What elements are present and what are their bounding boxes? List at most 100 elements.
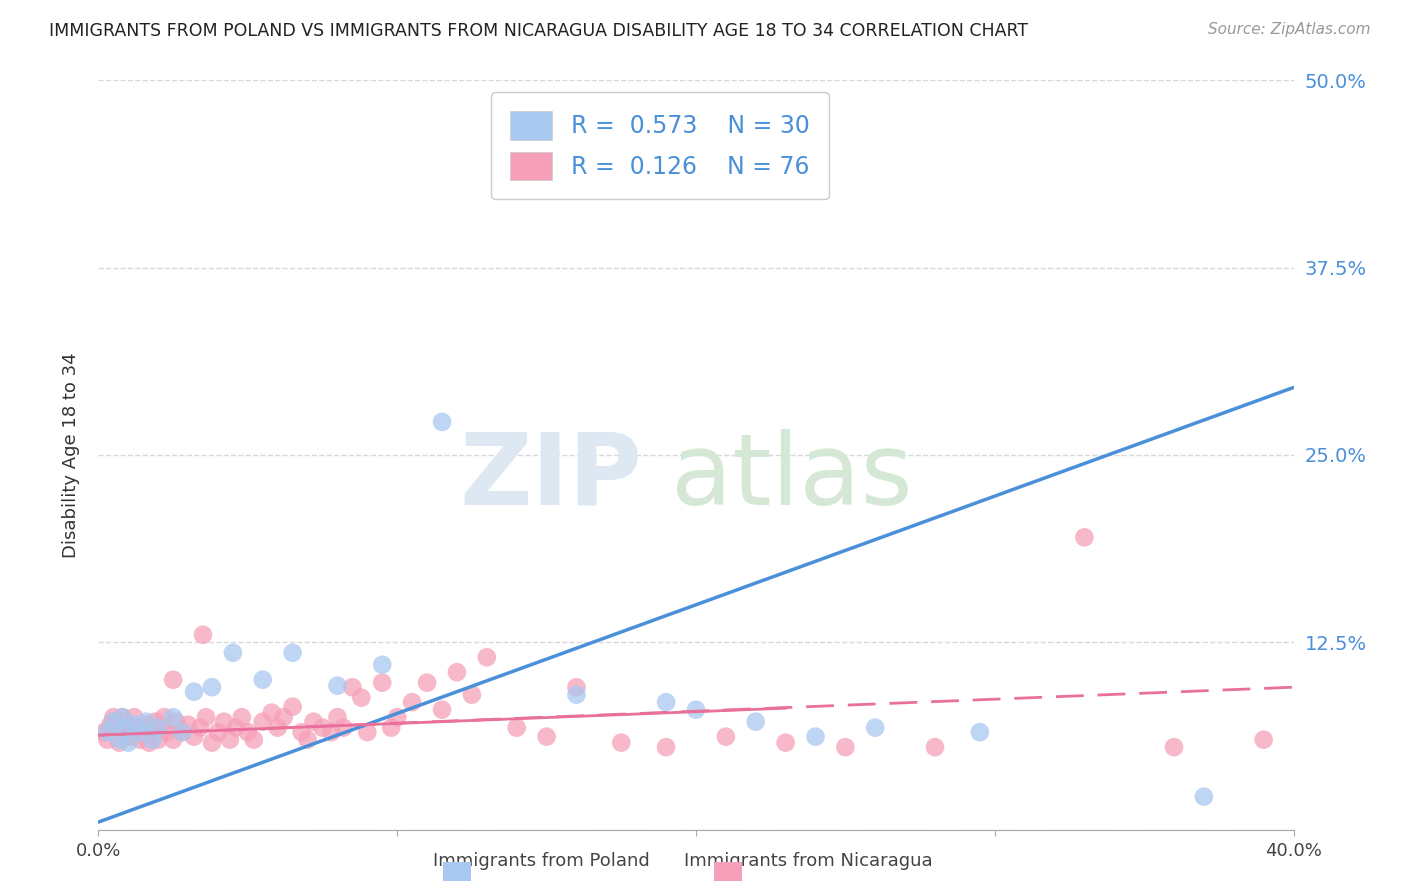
Point (326, 679, 349, 693)
Text: Source: ZipAtlas.com: Source: ZipAtlas.com (1208, 22, 1371, 37)
Point (273, 710, 295, 724)
Point (610, 736, 633, 750)
Point (150, 721, 173, 735)
Text: ZIP: ZIP (460, 429, 643, 526)
Point (201, 736, 224, 750)
Point (385, 710, 409, 724)
Point (207, 725, 229, 739)
Point (252, 673, 274, 687)
Point (371, 657, 394, 672)
Point (342, 680, 364, 694)
Point (685, 703, 707, 717)
Point (865, 721, 887, 735)
Point (124, 717, 146, 731)
Point (105, 721, 128, 735)
Point (326, 710, 349, 724)
Point (93, 725, 115, 739)
Point (165, 714, 187, 729)
Point (745, 714, 768, 729)
Point (416, 675, 439, 690)
Point (1163, 740, 1185, 755)
Point (804, 730, 827, 744)
Point (114, 721, 136, 735)
Text: IMMIGRANTS FROM POLAND VS IMMIGRANTS FROM NICARAGUA DISABILITY AGE 18 TO 34 CORR: IMMIGRANTS FROM POLAND VS IMMIGRANTS FRO… (49, 22, 1028, 40)
Point (267, 721, 290, 735)
Point (103, 714, 125, 729)
Point (565, 680, 588, 694)
Point (291, 725, 314, 739)
Point (219, 732, 242, 747)
Point (162, 673, 184, 687)
Point (430, 703, 453, 717)
Point (96, 732, 118, 747)
Point (188, 721, 211, 735)
Point (172, 725, 194, 739)
Point (138, 736, 160, 750)
Point (225, 721, 247, 735)
Point (98, 717, 122, 731)
Point (108, 732, 131, 747)
Point (356, 725, 378, 739)
Point (103, 710, 125, 724)
Point (111, 710, 134, 724)
Point (371, 675, 394, 690)
Point (172, 725, 194, 739)
Point (834, 740, 856, 755)
Point (96, 725, 118, 739)
Point (177, 717, 200, 731)
Point (321, 725, 343, 739)
Point (1073, 530, 1095, 544)
Point (153, 710, 176, 724)
Point (969, 725, 991, 739)
Point (132, 725, 155, 739)
Point (655, 695, 678, 709)
Point (655, 740, 678, 755)
Point (120, 730, 142, 744)
Point (231, 710, 253, 724)
Point (148, 732, 170, 747)
Point (111, 710, 134, 724)
Point (141, 732, 163, 747)
Point (461, 688, 484, 702)
Point (162, 732, 184, 747)
Point (124, 710, 146, 724)
Text: Immigrants from Poland: Immigrants from Poland (433, 852, 650, 870)
Text: atlas: atlas (671, 429, 912, 526)
Point (117, 717, 139, 731)
Point (380, 721, 402, 735)
Point (183, 730, 205, 744)
Point (162, 710, 184, 724)
Point (212, 714, 235, 729)
Point (446, 665, 468, 680)
Point (297, 732, 319, 747)
Point (108, 736, 131, 750)
Point (281, 646, 304, 660)
Point (222, 646, 245, 660)
Point (714, 730, 737, 744)
Point (141, 725, 163, 739)
Point (129, 725, 152, 739)
Point (201, 680, 224, 694)
Point (156, 725, 179, 739)
Point (135, 717, 157, 731)
Point (195, 710, 218, 724)
Point (243, 732, 266, 747)
Point (311, 721, 333, 735)
Point (114, 725, 136, 739)
Point (236, 725, 259, 739)
Point (127, 721, 149, 735)
Point (1253, 732, 1275, 747)
Legend: R =  0.573    N = 30, R =  0.126    N = 76: R = 0.573 N = 30, R = 0.126 N = 76 (491, 92, 830, 199)
Point (252, 714, 274, 729)
Point (129, 732, 152, 747)
Point (281, 699, 304, 714)
Point (117, 736, 139, 750)
Point (430, 415, 453, 429)
Point (260, 706, 283, 720)
Point (143, 714, 166, 729)
Point (401, 695, 423, 709)
Point (332, 721, 354, 735)
Text: Immigrants from Nicaragua: Immigrants from Nicaragua (685, 852, 932, 870)
Point (148, 721, 170, 735)
Point (1192, 789, 1215, 804)
